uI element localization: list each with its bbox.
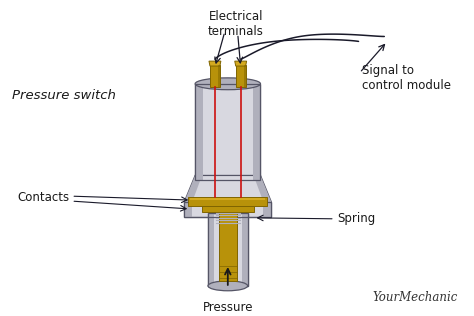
Text: Signal to
control module: Signal to control module (362, 64, 450, 92)
Ellipse shape (195, 78, 261, 90)
Polygon shape (244, 65, 246, 87)
Polygon shape (242, 213, 247, 286)
Text: Pressure: Pressure (202, 301, 253, 313)
Polygon shape (218, 65, 220, 87)
Polygon shape (190, 198, 265, 200)
Text: YourMechanic: YourMechanic (372, 291, 457, 304)
Polygon shape (208, 213, 214, 286)
Ellipse shape (208, 281, 247, 291)
Polygon shape (188, 197, 267, 206)
Text: Electrical
terminals: Electrical terminals (208, 10, 264, 38)
Polygon shape (210, 65, 220, 87)
Polygon shape (195, 84, 203, 180)
Polygon shape (208, 213, 247, 286)
Polygon shape (253, 84, 261, 180)
Polygon shape (195, 84, 261, 180)
Polygon shape (184, 175, 272, 202)
Polygon shape (184, 202, 192, 217)
Polygon shape (202, 206, 254, 212)
Polygon shape (209, 61, 221, 66)
Polygon shape (264, 202, 272, 217)
Polygon shape (254, 175, 272, 202)
Polygon shape (235, 61, 246, 66)
Text: Contacts: Contacts (17, 191, 69, 204)
Text: Spring: Spring (337, 212, 375, 225)
Polygon shape (184, 175, 202, 202)
Polygon shape (219, 211, 237, 281)
Polygon shape (236, 65, 246, 87)
Text: Pressure switch: Pressure switch (12, 89, 116, 102)
Polygon shape (184, 202, 272, 217)
